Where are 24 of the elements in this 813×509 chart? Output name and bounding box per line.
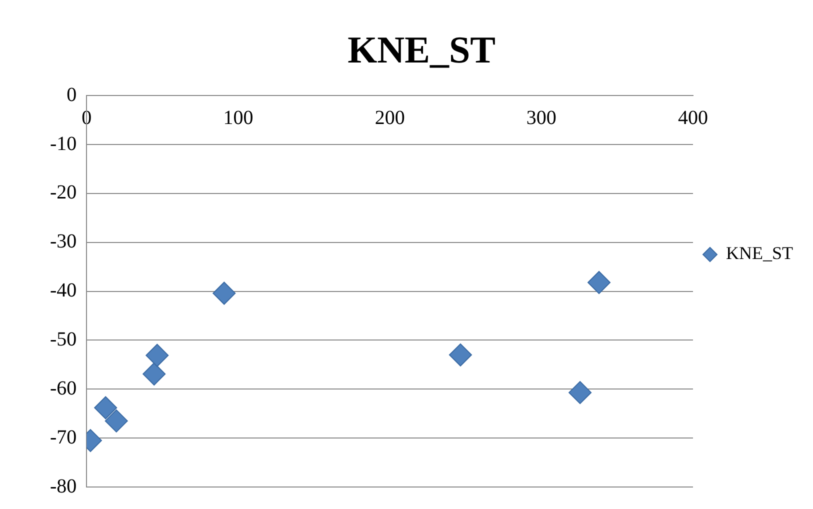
point [568, 381, 592, 404]
y-tick-label: -60 [50, 377, 77, 400]
y-tick-label: 0 [66, 84, 77, 106]
point [146, 344, 169, 367]
y-tick-label: -70 [50, 426, 77, 448]
point [212, 282, 236, 305]
point [448, 343, 472, 366]
point [94, 396, 118, 420]
y-tick-label: -40 [50, 280, 77, 302]
chart-title: KNE_ST [348, 30, 496, 72]
y-tick-label: -20 [50, 182, 77, 204]
legend-label: KNE_ST [726, 243, 794, 264]
point [142, 362, 166, 386]
y-tick-label: -10 [50, 132, 77, 155]
x-tick-label: 0 [82, 106, 92, 129]
point [104, 409, 128, 432]
y-tick-label: -80 [50, 475, 77, 498]
y-tick-label: -50 [50, 328, 77, 350]
x-tick-label: 100 [223, 106, 254, 129]
x-tick-label: 400 [678, 106, 708, 129]
x-tick-label: 200 [374, 106, 405, 129]
x-tick-label: 300 [526, 106, 556, 129]
y-tick-label: -30 [50, 230, 77, 253]
point [588, 270, 611, 294]
